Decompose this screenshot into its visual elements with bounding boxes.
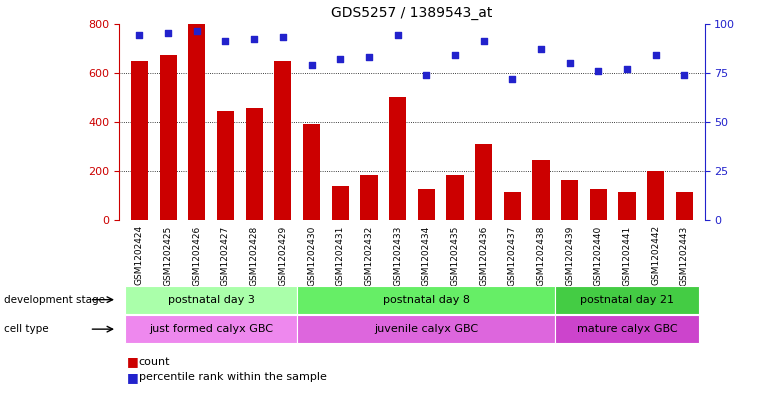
- Text: count: count: [139, 356, 170, 367]
- Text: GSM1202432: GSM1202432: [364, 225, 373, 286]
- Text: GSM1202437: GSM1202437: [508, 225, 517, 286]
- Point: [449, 52, 461, 58]
- Bar: [297, 285, 555, 314]
- Point: [363, 54, 375, 60]
- Bar: [647, 171, 665, 220]
- Text: GSM1202443: GSM1202443: [680, 225, 689, 286]
- Bar: [131, 61, 148, 220]
- Text: GSM1202439: GSM1202439: [565, 225, 574, 286]
- Bar: [555, 285, 699, 314]
- Bar: [475, 144, 492, 220]
- Text: GSM1202433: GSM1202433: [393, 225, 402, 286]
- Text: cell type: cell type: [4, 324, 49, 334]
- Point: [306, 62, 318, 68]
- Text: GSM1202441: GSM1202441: [623, 225, 631, 286]
- Bar: [360, 174, 377, 220]
- Text: GSM1202430: GSM1202430: [307, 225, 316, 286]
- Point: [650, 52, 662, 58]
- Bar: [504, 192, 521, 220]
- Bar: [303, 124, 320, 220]
- Point: [248, 36, 260, 42]
- Text: GSM1202429: GSM1202429: [279, 225, 287, 286]
- Point: [219, 38, 232, 44]
- Text: GSM1202428: GSM1202428: [249, 225, 259, 286]
- Text: ■: ■: [127, 355, 139, 368]
- Point: [678, 72, 691, 78]
- Text: GSM1202427: GSM1202427: [221, 225, 230, 286]
- Point: [391, 32, 403, 39]
- Text: GSM1202436: GSM1202436: [479, 225, 488, 286]
- Point: [162, 30, 174, 37]
- Bar: [332, 186, 349, 220]
- Point: [133, 32, 146, 39]
- Point: [621, 66, 633, 72]
- Text: just formed calyx GBC: just formed calyx GBC: [149, 324, 273, 334]
- Text: ■: ■: [127, 371, 139, 384]
- Point: [420, 72, 433, 78]
- Text: GSM1202426: GSM1202426: [192, 225, 201, 286]
- Text: GSM1202442: GSM1202442: [651, 225, 661, 285]
- Bar: [188, 24, 206, 220]
- Point: [477, 38, 490, 44]
- Text: GSM1202425: GSM1202425: [163, 225, 172, 286]
- Bar: [246, 108, 263, 220]
- Point: [276, 34, 289, 40]
- Text: GSM1202435: GSM1202435: [450, 225, 460, 286]
- Text: postnatal day 3: postnatal day 3: [168, 295, 255, 305]
- Point: [191, 28, 203, 35]
- Text: GSM1202424: GSM1202424: [135, 225, 144, 285]
- Title: GDS5257 / 1389543_at: GDS5257 / 1389543_at: [331, 6, 493, 20]
- Bar: [618, 192, 636, 220]
- Text: GSM1202434: GSM1202434: [422, 225, 430, 286]
- Text: postnatal day 8: postnatal day 8: [383, 295, 470, 305]
- Text: development stage: development stage: [4, 295, 105, 305]
- Text: percentile rank within the sample: percentile rank within the sample: [139, 372, 326, 382]
- Point: [592, 68, 604, 74]
- Bar: [217, 111, 234, 220]
- Text: GSM1202438: GSM1202438: [537, 225, 545, 286]
- Bar: [532, 160, 550, 220]
- Bar: [297, 315, 555, 343]
- Bar: [274, 61, 292, 220]
- Point: [334, 56, 346, 62]
- Text: juvenile calyx GBC: juvenile calyx GBC: [374, 324, 478, 334]
- Bar: [447, 175, 464, 220]
- Text: GSM1202431: GSM1202431: [336, 225, 345, 286]
- Text: mature calyx GBC: mature calyx GBC: [577, 324, 678, 334]
- Point: [564, 60, 576, 66]
- Bar: [125, 315, 297, 343]
- Bar: [159, 55, 177, 220]
- Bar: [389, 97, 407, 220]
- Point: [506, 75, 518, 82]
- Bar: [561, 180, 578, 220]
- Point: [535, 46, 547, 52]
- Bar: [590, 189, 607, 220]
- Text: postnatal day 21: postnatal day 21: [580, 295, 674, 305]
- Text: GSM1202440: GSM1202440: [594, 225, 603, 286]
- Bar: [555, 315, 699, 343]
- Bar: [676, 192, 693, 220]
- Bar: [125, 285, 297, 314]
- Bar: [417, 189, 435, 220]
